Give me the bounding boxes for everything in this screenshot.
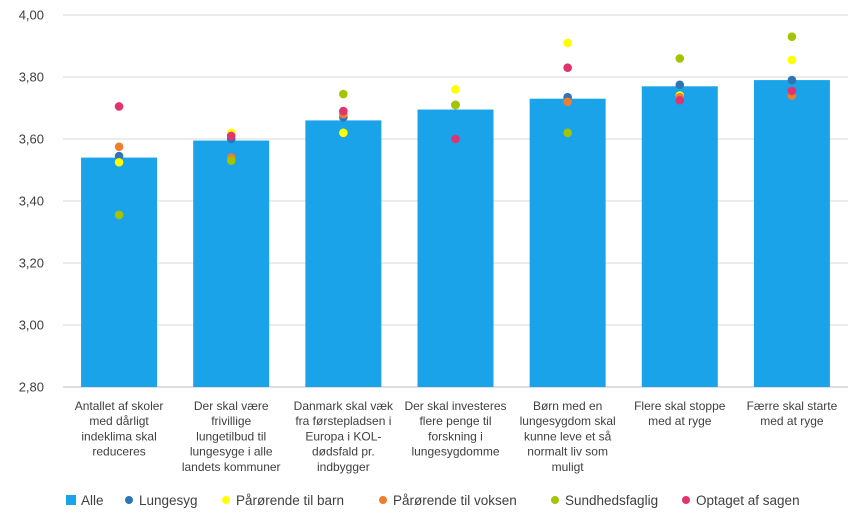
x-category-line: lungesyge i alle <box>190 445 273 459</box>
x-category-line: med dårligt <box>89 414 149 428</box>
bar-alle <box>641 86 718 388</box>
x-category-line: frivillige <box>211 414 251 428</box>
x-category-line: landets kommuner <box>182 460 281 474</box>
x-category-label: Flere skal stoppe med at ryge <box>634 399 726 428</box>
bar-alle <box>193 140 270 387</box>
x-category-line: indeklima skal <box>81 429 156 443</box>
x-category-line: normalt liv som <box>527 445 608 459</box>
y-tick-label: 3,00 <box>19 318 44 333</box>
dot-sundhedsfaglig <box>675 54 685 63</box>
dot-optaget-af-sagen <box>339 106 348 116</box>
x-category-label: Danmark skal væk fra førstepladsen i Europ… <box>294 399 394 474</box>
bar-alle <box>529 98 606 387</box>
dot-sundhedsfaglig <box>787 32 797 41</box>
dots <box>114 32 797 220</box>
dot-parorende-til-voksen <box>563 97 572 107</box>
dot-optaget-af-sagen <box>451 134 460 144</box>
x-category-line: kunne leve et så <box>524 429 612 443</box>
bar-alle <box>753 80 830 387</box>
legend-label: Pårørende til voksen <box>393 493 517 508</box>
legend-swatch <box>551 496 559 504</box>
legend-label: Lungesyg <box>139 493 198 508</box>
x-category-label: Færre skal starte med at ryge <box>747 399 838 428</box>
y-tick-label: 3,20 <box>19 256 44 271</box>
x-category-line: Europa i KOL- <box>305 429 381 443</box>
legend-swatch <box>222 496 230 504</box>
x-category-line: lungesygdom skal <box>520 414 616 428</box>
y-tick-label: 3,60 <box>19 132 44 147</box>
x-category-line: flere penge til <box>419 414 491 428</box>
bar-alle <box>305 120 382 388</box>
bar-alle <box>417 109 494 388</box>
dot-parorende-til-voksen <box>114 142 124 152</box>
dot-optaget-af-sagen <box>787 86 797 96</box>
dot-sundhedsfaglig <box>114 210 124 220</box>
y-tick-label: 2,80 <box>19 380 44 395</box>
legend: Alle Lungesyg Pårørende til barn Pårørende … <box>66 493 800 508</box>
dot-optaget-af-sagen <box>226 131 236 141</box>
legend-swatch <box>682 496 690 504</box>
x-category-line: med at ryge <box>760 414 824 428</box>
x-category-label: Der skal investeres flere penge til forskn… <box>404 399 506 459</box>
bars <box>81 80 830 388</box>
dot-parorende-til-barn <box>451 85 460 94</box>
legend-label: Pårørende til barn <box>236 493 344 508</box>
x-category-label: Der skal være frivillige lungetilbud til lu… <box>182 399 281 474</box>
dot-sundhedsfaglig <box>226 156 236 165</box>
x-category-label: Antallet af skoler med dårligt indeklima s… <box>75 399 164 459</box>
x-category-line: Færre skal starte <box>747 399 838 413</box>
x-category-line: fra førstepladsen i <box>295 414 391 428</box>
dot-optaget-af-sagen <box>563 63 572 72</box>
legend-swatch <box>379 496 387 504</box>
dot-parorende-til-barn <box>563 38 572 48</box>
legend-label: Optaget af sagen <box>696 493 800 508</box>
dot-lungesyg <box>675 80 685 90</box>
dot-optaget-af-sagen <box>675 95 685 105</box>
x-category-line: lungetilbud til <box>196 429 266 443</box>
y-tick-label: 4,00 <box>19 8 44 23</box>
dot-parorende-til-barn <box>114 157 124 167</box>
x-axis: Antallet af skoler med dårligt indeklima s… <box>75 399 838 474</box>
legend-label: Alle <box>81 493 104 508</box>
x-category-line: muligt <box>552 460 585 474</box>
dot-optaget-af-sagen <box>114 102 124 111</box>
dot-sundhedsfaglig <box>339 89 348 99</box>
dot-sundhedsfaglig <box>451 100 460 110</box>
legend-label: Sundhedsfaglig <box>565 493 658 508</box>
x-category-line: Der skal være <box>194 399 269 413</box>
dot-sundhedsfaglig <box>563 128 572 138</box>
y-axis: 2,80 3,00 3,20 3,40 3,60 3,80 4,00 <box>19 8 44 395</box>
dot-lungesyg <box>114 151 124 161</box>
dot-parorende-til-barn <box>787 55 797 65</box>
x-category-line: Flere skal stoppe <box>634 399 726 413</box>
x-category-label: Børn med en lungesygdom skal kunne leve et… <box>520 399 616 474</box>
legend-swatch <box>125 496 133 504</box>
dot-lungesyg <box>787 75 797 85</box>
x-category-line: med at ryge <box>648 414 712 428</box>
dot-parorende-til-barn <box>339 128 348 138</box>
x-category-line: reduceres <box>92 445 145 459</box>
x-category-line: indbygger <box>317 460 370 474</box>
x-category-line: Børn med en <box>533 399 602 413</box>
x-category-line: Danmark skal væk <box>294 399 394 413</box>
y-tick-label: 3,40 <box>19 194 44 209</box>
x-category-line: lungesygdomme <box>411 445 499 459</box>
y-tick-label: 3,80 <box>19 70 44 85</box>
x-category-line: forskning i <box>428 429 483 443</box>
x-category-line: Antallet af skoler <box>75 399 164 413</box>
x-category-line: Der skal investeres <box>404 399 506 413</box>
legend-swatch-alle <box>66 495 76 505</box>
bar-alle <box>81 157 158 387</box>
x-category-line: dødsfald pr. <box>312 445 375 459</box>
